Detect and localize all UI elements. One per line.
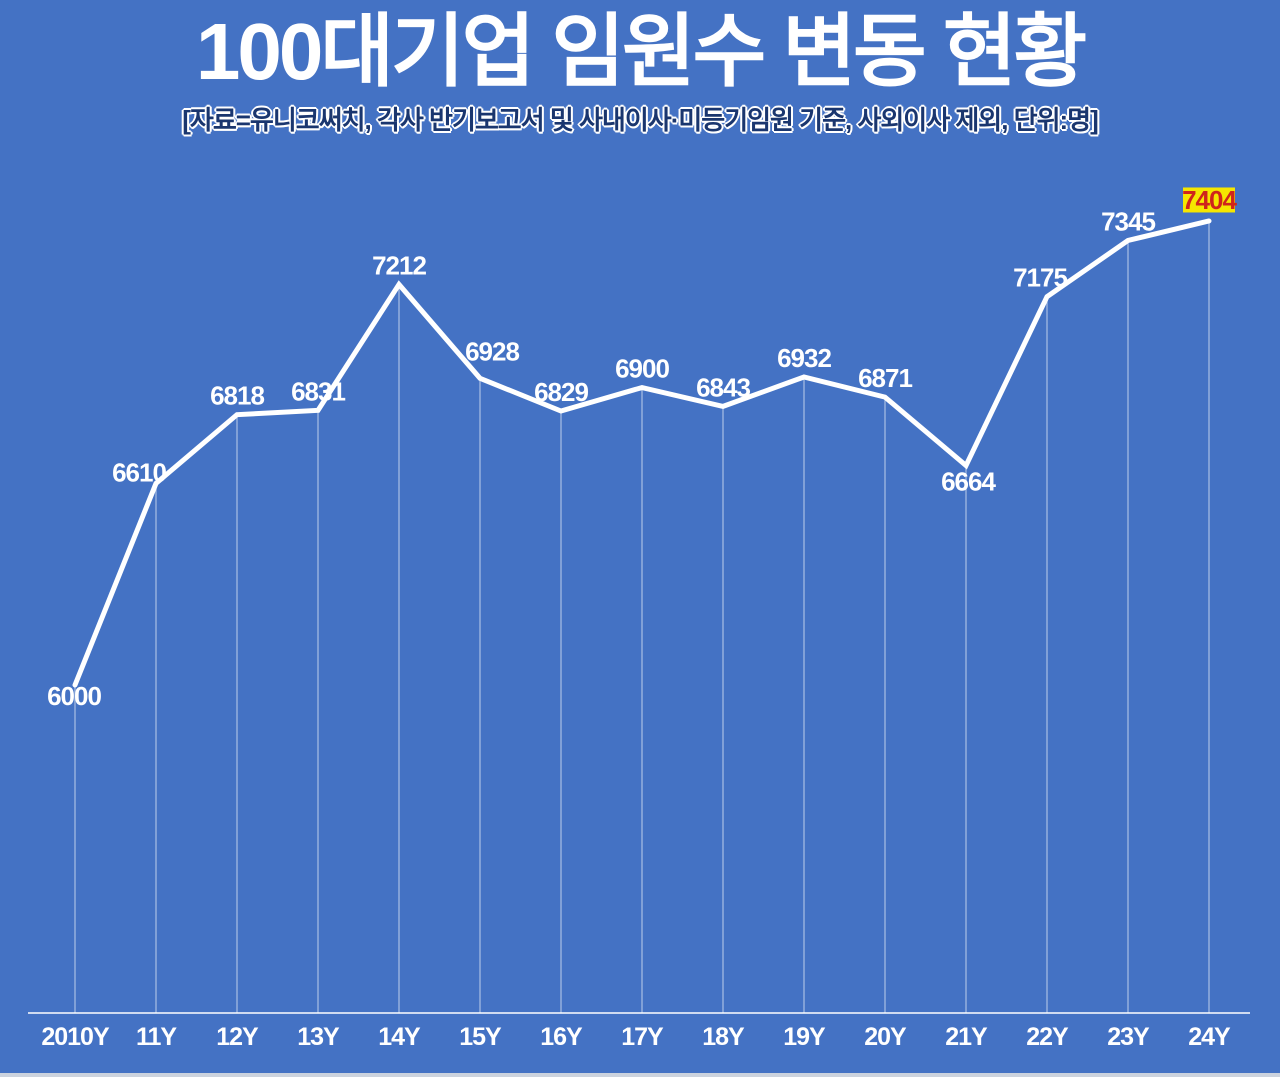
value-label: 7212 [372, 250, 426, 280]
value-label: 6610 [112, 457, 166, 487]
chart-header: 100대기업 임원수 변동 현황 [자료=유니코써치, 각사 반기보고서 및 사… [0, 0, 1280, 137]
x-axis-tick-label: 14Y [378, 1023, 421, 1051]
value-label: 6829 [534, 377, 588, 407]
x-axis-tick-label: 21Y [945, 1023, 988, 1051]
highlight-value-badge [1183, 187, 1235, 213]
x-axis-tick-label: 16Y [540, 1023, 583, 1051]
value-label: 6900 [615, 354, 669, 384]
highlight-value-label: 7404 [1182, 185, 1237, 215]
x-axis-tick-label: 11Y [136, 1023, 177, 1051]
bottom-border [0, 1073, 1280, 1077]
x-axis-tick-label: 24Y [1188, 1023, 1231, 1051]
value-label: 6831 [291, 376, 345, 406]
value-label: 7175 [1013, 263, 1067, 293]
value-label: 6843 [696, 372, 750, 402]
value-label: 7345 [1101, 206, 1155, 236]
x-axis-tick-label: 22Y [1026, 1023, 1069, 1051]
x-axis-tick-label: 2010Y [41, 1023, 110, 1051]
value-label: 6932 [777, 343, 831, 373]
data-line [72, 218, 1212, 688]
x-axis-tick-label: 23Y [1107, 1023, 1150, 1051]
chart-subtitle: [자료=유니코써치, 각사 반기보고서 및 사내이사·미등기임원 기준, 사외이… [182, 105, 1098, 135]
x-axis-tick-label: 17Y [621, 1023, 664, 1051]
x-axis-tick-label: 15Y [459, 1023, 502, 1051]
x-axis-tick-label: 20Y [864, 1023, 907, 1051]
value-label: 6000 [47, 681, 101, 711]
chart-title: 100대기업 임원수 변동 현황 [195, 7, 1087, 96]
x-axis-tick-label: 19Y [783, 1023, 826, 1051]
value-label: 6818 [210, 381, 264, 411]
x-axis-tick-label: 12Y [216, 1023, 259, 1051]
value-label: 6664 [941, 467, 996, 497]
x-axis-tick-label: 18Y [702, 1023, 745, 1051]
value-label: 6928 [465, 336, 519, 366]
value-label: 6871 [858, 363, 912, 393]
x-axis-tick-label: 13Y [297, 1023, 340, 1051]
